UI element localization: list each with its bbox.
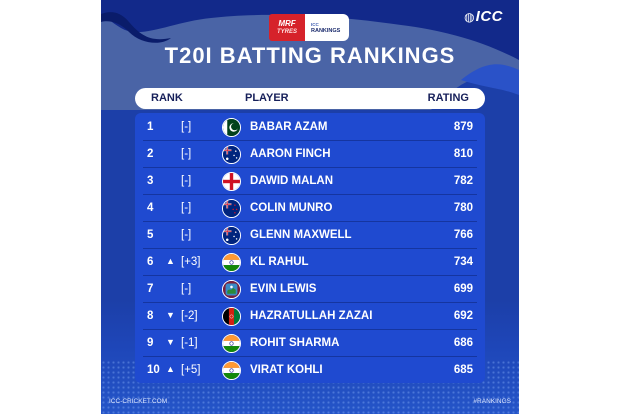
table-row: 5 [-] GLENN MAXWELL 766 — [143, 222, 477, 249]
table-row: 6 ▲ [+3] KL RAHUL 734 — [143, 249, 477, 276]
table-row: 9 ▼ [-1] ROHIT SHARMA 686 — [143, 330, 477, 357]
rank-number: 9 — [147, 337, 154, 349]
table-row: 8 ▼ [-2] HAZRATULLAH ZAZAI 692 — [143, 303, 477, 330]
player-name: HAZRATULLAH ZAZAI — [250, 310, 373, 322]
player-name: KL RAHUL — [250, 256, 309, 268]
row-divider — [143, 248, 477, 249]
player-rating: 766 — [453, 229, 473, 241]
player-rating: 692 — [453, 310, 473, 322]
rank-movement: [-] — [181, 121, 192, 133]
table-row: 3 [-] DAWID MALAN 782 — [143, 168, 477, 195]
row-divider — [143, 140, 477, 141]
rank-number: 3 — [147, 175, 154, 187]
rank-movement: [-] — [181, 175, 192, 187]
england-flag-icon — [222, 172, 241, 191]
rank-movement: [+3] — [181, 256, 201, 268]
player-name: DAWID MALAN — [250, 175, 334, 187]
page-title: T20I BATTING RANKINGS — [164, 43, 456, 68]
player-rating: 686 — [453, 337, 473, 349]
pakistan-flag-icon — [222, 118, 241, 137]
rank-number: 10 — [147, 364, 160, 376]
afghanistan-flag-icon — [222, 307, 241, 326]
sponsor-badge: MRF TYRES ICC RANKINGS — [269, 14, 349, 41]
rank-number: 8 — [147, 310, 154, 322]
player-name: AARON FINCH — [250, 148, 331, 160]
rank-number: 6 — [147, 256, 154, 268]
rankings-graphic: MRF TYRES ICC RANKINGS ◍ ICC T20I BATTIN… — [101, 0, 519, 414]
table-row: 1 [-] BABAR AZAM 879 — [143, 114, 477, 141]
player-rating: 879 — [453, 121, 473, 133]
rankings-logo: ICC RANKINGS — [305, 14, 349, 41]
player-rating: 782 — [453, 175, 473, 187]
rank-number: 7 — [147, 283, 154, 295]
header-rank: RANK — [151, 92, 183, 104]
player-name: EVIN LEWIS — [250, 283, 317, 295]
rank-movement: [-1] — [181, 337, 198, 349]
cricket-ball-icon: ◍ — [464, 9, 475, 24]
player-rating: 734 — [453, 256, 473, 268]
player-rating: 699 — [453, 283, 473, 295]
arrow-up-icon: ▲ — [166, 364, 175, 374]
table-row: 7 [-] EVIN LEWIS 699 — [143, 276, 477, 303]
rank-movement: [-] — [181, 229, 192, 241]
header-player: PLAYER — [245, 92, 289, 104]
table-row: 10 ▲ [+5] VIRAT KOHLI 685 — [143, 357, 477, 384]
rank-movement: [-] — [181, 148, 192, 160]
australia-flag-icon — [222, 145, 241, 164]
icc-logo: ◍ ICC — [464, 8, 503, 25]
mrf-logo: MRF TYRES — [269, 14, 305, 41]
rank-number: 5 — [147, 229, 154, 241]
arrow-down-icon: ▼ — [166, 310, 175, 320]
player-name: GLENN MAXWELL — [250, 229, 352, 241]
table-row: 2 [-] AARON FINCH 810 — [143, 141, 477, 168]
player-name: BABAR AZAM — [250, 121, 328, 133]
rank-number: 4 — [147, 202, 154, 214]
row-divider — [143, 356, 477, 357]
rank-movement: [+5] — [181, 364, 201, 376]
new-zealand-flag-icon — [222, 199, 241, 218]
player-name: COLIN MUNRO — [250, 202, 333, 214]
row-divider — [143, 302, 477, 303]
india-flag-icon — [222, 361, 241, 380]
table-header: RANK PLAYER RATING — [135, 88, 485, 109]
footer-website: ICC-CRICKET.COM — [109, 398, 168, 405]
rankings-table: 1 [-] BABAR AZAM 879 2 [-] AARON FINCH 810 3 [-] D… — [135, 113, 485, 383]
row-divider — [143, 167, 477, 168]
arrow-up-icon: ▲ — [166, 256, 175, 266]
australia-flag-icon — [222, 226, 241, 245]
rank-number: 2 — [147, 148, 154, 160]
row-divider — [143, 194, 477, 195]
india-flag-icon — [222, 334, 241, 353]
arrow-down-icon: ▼ — [166, 337, 175, 347]
footer-hashtag: #RANKINGS — [473, 398, 511, 405]
india-flag-icon — [222, 253, 241, 272]
table-row: 4 [-] COLIN MUNRO 780 — [143, 195, 477, 222]
player-name: VIRAT KOHLI — [250, 364, 323, 376]
player-rating: 810 — [453, 148, 473, 160]
player-rating: 780 — [453, 202, 473, 214]
west-indies-flag-icon — [222, 280, 241, 299]
player-name: ROHIT SHARMA — [250, 337, 340, 349]
row-divider — [143, 221, 477, 222]
rank-number: 1 — [147, 121, 154, 133]
row-divider — [143, 275, 477, 276]
player-rating: 685 — [453, 364, 473, 376]
rank-movement: [-2] — [181, 310, 198, 322]
row-divider — [143, 329, 477, 330]
header-rating: RATING — [427, 92, 469, 104]
rank-movement: [-] — [181, 283, 192, 295]
rank-movement: [-] — [181, 202, 192, 214]
